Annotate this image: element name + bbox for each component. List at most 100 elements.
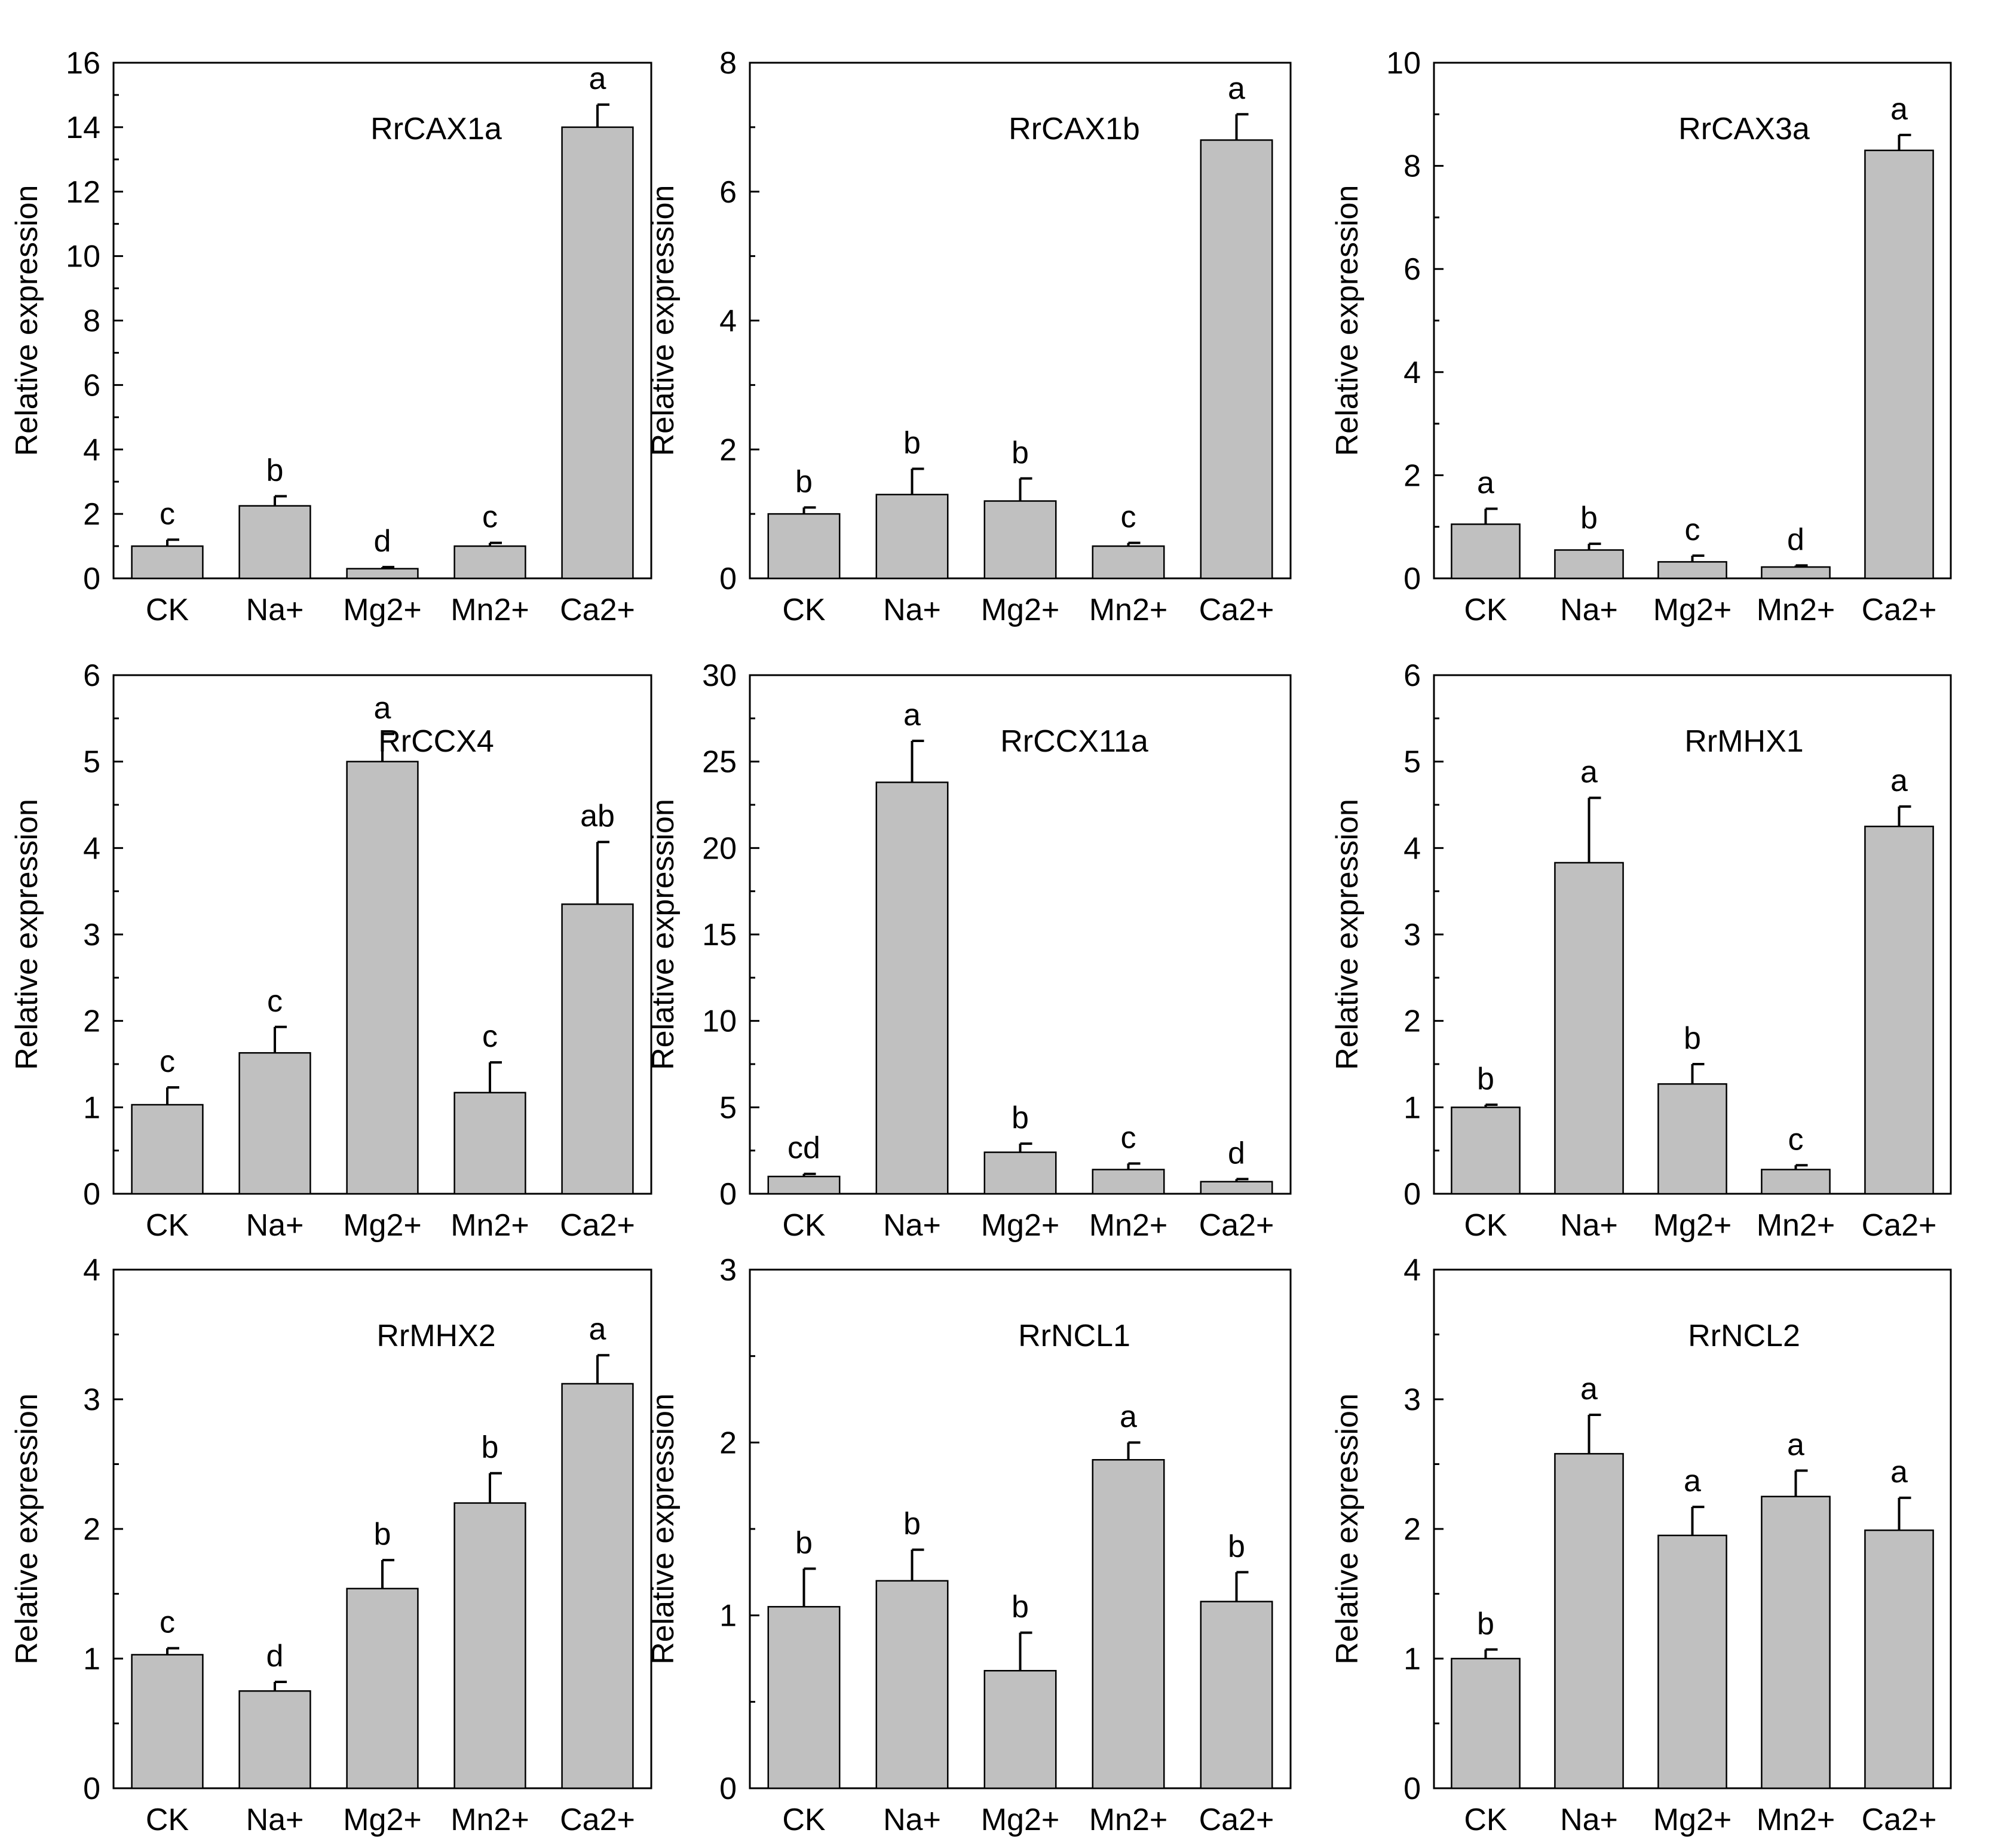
panel-1-y-tick-label: 12 [66,175,100,210]
panel-9-significance-letter: a [1580,1372,1598,1406]
panel-5-y-tick-label: 10 [702,1004,737,1039]
panel-1-y-tick-label: 4 [83,433,100,467]
panel-9-x-tick-label: Mg2+ [1653,1803,1732,1837]
panel-3-y-tick-label: 6 [1403,252,1421,287]
panel-4-significance-letter: ab [580,799,615,833]
panel-7-y-tick-label: 0 [83,1772,100,1806]
panel-6-significance-letter: b [1684,1021,1701,1056]
panel-1-bar [346,568,419,580]
panel-4-bar [561,903,634,1195]
panel-6-y-tick-label: 5 [1403,745,1421,780]
panel-2-title: RrCAX1b [1009,112,1140,146]
panel-3-title: RrCAX3a [1678,112,1810,146]
panel-7-significance-letter: c [160,1605,175,1640]
panel-3-significance-letter: a [1477,465,1494,500]
panel-4-x-tick-label: Mg2+ [343,1208,422,1243]
panel-2-x-tick-label: Na+ [883,593,941,627]
panel-5-x-tick-label: CK [782,1208,826,1243]
panel-3-bar [1864,149,1934,580]
panel-8-x-tick-label: Mn2+ [1089,1803,1168,1837]
panel-8-x-tick-label: Ca2+ [1199,1803,1274,1837]
panel-4-bar [453,1092,526,1195]
panel-3-significance-letter: a [1890,92,1908,127]
panel-4-y-tick-label: 6 [83,658,100,693]
panel-3-bar [1451,523,1521,580]
panel-7-x-tick-label: Mg2+ [343,1803,422,1837]
panel-5-x-tick-label: Mn2+ [1089,1208,1168,1243]
panel-4-bar [346,761,419,1195]
panel-3-x-tick-label: Na+ [1560,593,1618,627]
panel-8-bar [1200,1601,1273,1789]
panel-9-significance-letter: b [1477,1607,1494,1641]
panel-6-bar [1864,825,1934,1195]
panel-4-y-tick-label: 5 [83,745,100,780]
panel-5-x-tick-label: Ca2+ [1199,1208,1274,1243]
panel-8-y-axis-label: Relative expression [646,1393,681,1665]
panel-4-significance-letter: a [374,691,391,725]
panel-5-significance-letter: cd [787,1131,820,1166]
panel-6-significance-letter: c [1788,1122,1804,1157]
panel-3-x-tick-label: Mg2+ [1653,593,1732,627]
panel-2-bar [875,494,949,580]
panel-8-bar [1092,1459,1165,1789]
panel-2-x-tick-label: Ca2+ [1199,593,1274,627]
panel-1-significance-letter: b [266,453,284,488]
panel-3-y-tick-label: 4 [1403,355,1421,390]
panel-1-significance-letter: c [482,500,498,535]
panel-3-x-tick-label: Ca2+ [1862,593,1937,627]
panel-7-bar [453,1502,526,1789]
panel-7-y-tick-label: 2 [83,1512,100,1547]
panel-8-x-tick-label: Na+ [883,1803,941,1837]
panel-1-significance-letter: c [160,497,175,531]
panel-9-y-tick-label: 3 [1403,1383,1421,1417]
panel-6-significance-letter: b [1477,1062,1494,1096]
panel-8-significance-letter: a [1120,1399,1137,1434]
panel-5-y-tick-label: 15 [702,918,737,952]
panel-3-x-tick-label: CK [1464,593,1507,627]
panel-5-significance-letter: c [1121,1120,1136,1155]
panel-6-bar [1554,862,1624,1195]
panel-9-y-tick-label: 2 [1403,1512,1421,1547]
panel-1-x-tick-label: Na+ [246,593,304,627]
panel-6-x-tick-label: CK [1464,1208,1507,1243]
panel-3-x-tick-label: Mn2+ [1757,593,1835,627]
panel-1-significance-letter: a [589,62,606,96]
panel-2-x-tick-label: Mg2+ [981,593,1060,627]
panel-1-bar [238,505,311,580]
panel-2-x-tick-label: Mn2+ [1089,593,1168,627]
panel-2-significance-letter: b [1012,436,1029,470]
panel-5-y-tick-label: 25 [702,745,737,780]
panel-4-y-tick-label: 3 [83,918,100,952]
panel-2-bar [767,513,841,580]
panel-5-bar [875,782,949,1195]
panel-1-bar [131,545,204,580]
panel-4-y-tick-label: 4 [83,831,100,866]
panel-2-significance-letter: b [903,426,921,461]
panel-8-y-tick-label: 2 [719,1426,737,1460]
panel-5-significance-letter: a [903,698,921,733]
panel-9-y-tick-label: 1 [1403,1642,1421,1677]
panel-7-significance-letter: d [266,1639,284,1674]
panel-7-y-tick-label: 4 [83,1253,100,1288]
panel-8-bar [875,1580,949,1789]
panel-7-title: RrMHX2 [376,1319,495,1353]
panel-9-title: RrNCL2 [1688,1319,1800,1353]
panel-6-bar [1451,1107,1521,1195]
panel-9-y-axis-label: Relative expression [1330,1393,1365,1665]
panel-7-x-tick-label: CK [146,1803,189,1837]
panel-3-bar [1554,549,1624,580]
panel-4-significance-letter: c [482,1019,498,1054]
panel-2-y-tick-label: 2 [719,433,737,467]
panel-6-x-tick-label: Na+ [1560,1208,1618,1243]
panel-1-y-tick-label: 6 [83,368,100,403]
panel-5-bar [983,1151,1057,1195]
panel-4-bar [131,1104,204,1195]
panel-6-y-tick-label: 0 [1403,1177,1421,1212]
panel-2-x-tick-label: CK [782,593,826,627]
panel-1-significance-letter: d [374,524,391,559]
panel-8-significance-letter: b [903,1507,921,1541]
panel-9-x-tick-label: Ca2+ [1862,1803,1937,1837]
panel-1-y-tick-label: 16 [66,46,100,81]
panel-7-x-tick-label: Na+ [246,1803,304,1837]
